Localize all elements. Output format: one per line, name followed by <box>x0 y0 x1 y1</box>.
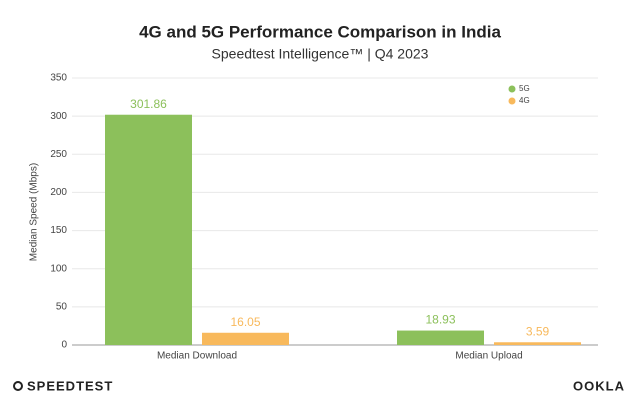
y-tick-label: 300 <box>50 111 67 122</box>
legend-label: 5G <box>519 84 530 93</box>
y-tick-label: 250 <box>50 149 67 160</box>
value-label: 18.93 <box>425 313 455 327</box>
value-label: 3.59 <box>526 324 550 338</box>
value-label: 301.86 <box>130 97 167 111</box>
legend-marker <box>508 97 516 105</box>
bar <box>105 114 192 346</box>
y-tick-label: 0 <box>61 340 67 351</box>
footer-right: OOKLA <box>573 378 625 393</box>
x-tick-label: Median Download <box>157 351 237 362</box>
chart-title: 4G and 5G Performance Comparison in Indi… <box>139 22 501 41</box>
y-tick-label: 350 <box>50 73 67 84</box>
value-label: 16.05 <box>230 315 260 329</box>
y-tick-label: 200 <box>50 187 67 198</box>
legend-label: 4G <box>519 96 530 105</box>
y-tick-label: 150 <box>50 225 67 236</box>
legend-marker <box>508 85 516 93</box>
y-axis-label: Median Speed (Mbps) <box>29 163 40 261</box>
bar <box>202 332 289 345</box>
y-tick-label: 50 <box>56 301 68 312</box>
speedtest-logo-icon <box>13 381 23 391</box>
y-tick-label: 100 <box>50 263 67 274</box>
chart-subtitle: Speedtest Intelligence™ | Q4 2023 <box>212 46 429 62</box>
bar <box>397 330 484 345</box>
footer-left: SPEEDTEST <box>27 378 113 393</box>
bar <box>494 342 581 345</box>
x-tick-label: Median Upload <box>455 351 522 362</box>
